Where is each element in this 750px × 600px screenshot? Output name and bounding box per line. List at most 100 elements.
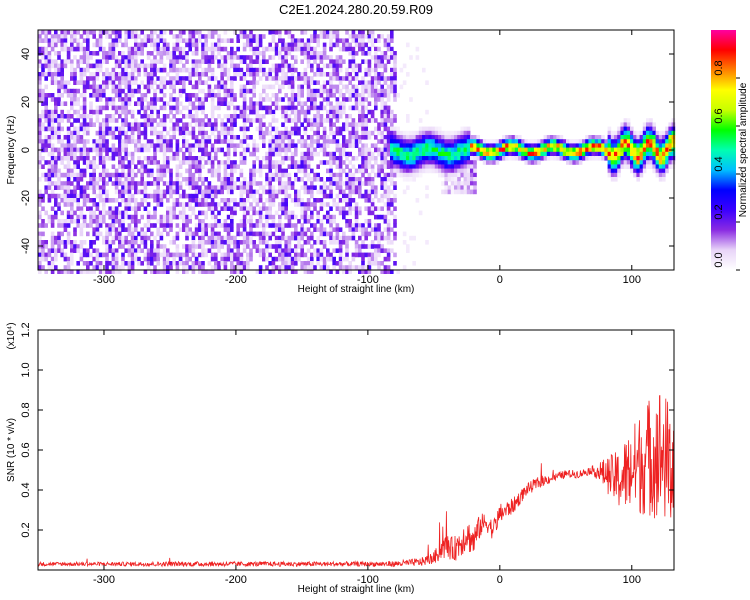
heatmap-cell <box>559 151 564 157</box>
heatmap-cell <box>303 114 308 119</box>
heatmap-cell <box>329 59 333 64</box>
heatmap-cell <box>303 46 308 52</box>
heatmap-cell <box>383 109 388 115</box>
heatmap-cell <box>338 206 343 211</box>
heatmap-cell <box>217 210 221 216</box>
heatmap-cell <box>182 122 186 127</box>
heatmap-cell <box>198 177 202 182</box>
heatmap-cell <box>108 248 112 253</box>
heatmap-cell <box>111 38 116 43</box>
heatmap-cell <box>70 46 74 52</box>
heatmap-cell <box>121 67 125 73</box>
heatmap-cell <box>79 214 84 220</box>
heatmap-cell <box>249 59 253 64</box>
heatmap-cell <box>364 97 368 102</box>
heatmap-cell <box>108 42 112 48</box>
heatmap-cell <box>188 109 192 115</box>
heatmap-cell <box>358 97 362 102</box>
heatmap-cell <box>367 34 372 39</box>
heatmap-cell <box>294 67 298 73</box>
heatmap-cell <box>636 139 640 144</box>
heatmap-cell <box>214 193 218 199</box>
heatmap-cell <box>284 30 288 35</box>
heatmap-cell <box>361 38 365 43</box>
heatmap-cell <box>210 72 215 77</box>
heatmap-cell <box>76 118 80 123</box>
heatmap-cell <box>255 34 260 39</box>
heatmap-cell <box>406 139 410 144</box>
heatmap-cell <box>348 42 352 48</box>
heatmap-cell <box>204 42 208 48</box>
heatmap-cell <box>92 139 96 144</box>
heatmap-cell <box>220 147 224 153</box>
heatmap-cell <box>82 114 87 119</box>
heatmap-cell <box>214 202 218 207</box>
heatmap-cell <box>249 135 253 140</box>
heatmap-cell <box>86 59 90 64</box>
heatmap-cell <box>265 265 269 270</box>
heatmap-cell <box>383 135 388 140</box>
heatmap-cell <box>44 177 48 182</box>
heatmap-cell <box>105 118 109 123</box>
heatmap-cell <box>530 160 535 165</box>
heatmap-cell <box>188 227 192 232</box>
heatmap-cell <box>188 122 192 127</box>
heatmap-cell <box>102 189 106 195</box>
heatmap-cell <box>284 126 288 132</box>
heatmap-cell <box>223 235 228 241</box>
heatmap-cell <box>393 59 397 64</box>
heatmap-cell <box>393 151 397 157</box>
heatmap-cell <box>268 72 272 77</box>
heatmap-cell <box>63 269 68 274</box>
heatmap-cell <box>201 181 205 186</box>
heatmap-cell <box>214 252 218 258</box>
heatmap-cell <box>169 193 173 199</box>
heatmap-cell <box>534 151 538 157</box>
heatmap-cell <box>134 210 138 216</box>
heatmap-cell <box>284 109 288 115</box>
heatmap-cell <box>431 168 436 174</box>
heatmap-cell <box>172 34 176 39</box>
heatmap-cell <box>630 156 634 161</box>
heatmap-cell <box>623 130 628 136</box>
heatmap-cell <box>175 189 180 195</box>
heatmap-cell <box>550 147 554 153</box>
heatmap-cell <box>156 84 160 90</box>
heatmap-cell <box>134 227 138 232</box>
heatmap-cell <box>175 214 180 220</box>
heatmap-cell <box>134 76 138 81</box>
heatmap-cell <box>98 143 103 148</box>
heatmap-cell <box>188 93 192 98</box>
heatmap-cell <box>207 193 212 199</box>
heatmap-cell <box>140 143 144 148</box>
heatmap-cell <box>546 135 551 140</box>
heatmap-cell <box>281 109 285 115</box>
heatmap-cell <box>380 214 384 220</box>
heatmap-cell <box>329 269 333 274</box>
heatmap-cell <box>166 210 170 216</box>
heatmap-cell <box>217 261 221 266</box>
heatmap-cell <box>460 126 464 132</box>
heatmap-cell <box>281 42 285 48</box>
heatmap-cell <box>274 63 279 69</box>
heatmap-cell <box>390 164 394 169</box>
heatmap-cell <box>57 93 61 98</box>
heatmap-cell <box>118 214 122 220</box>
heatmap-cell <box>70 88 74 94</box>
heatmap-cell <box>194 93 199 98</box>
heatmap-cell <box>105 51 109 56</box>
heatmap-cell <box>438 147 442 153</box>
heatmap-cell <box>214 139 218 144</box>
heatmap-cell <box>310 122 314 127</box>
heatmap-cell <box>114 55 119 60</box>
heatmap-cell <box>239 88 244 94</box>
heatmap-cell <box>118 227 122 232</box>
heatmap-cell <box>134 252 138 258</box>
heatmap-cell <box>111 147 116 153</box>
heatmap-cell <box>348 97 352 102</box>
heatmap-cell <box>226 76 231 81</box>
heatmap-cell <box>422 139 426 144</box>
heatmap-cell <box>73 198 77 203</box>
heatmap-cell <box>351 34 356 39</box>
heatmap-cell <box>38 139 42 144</box>
